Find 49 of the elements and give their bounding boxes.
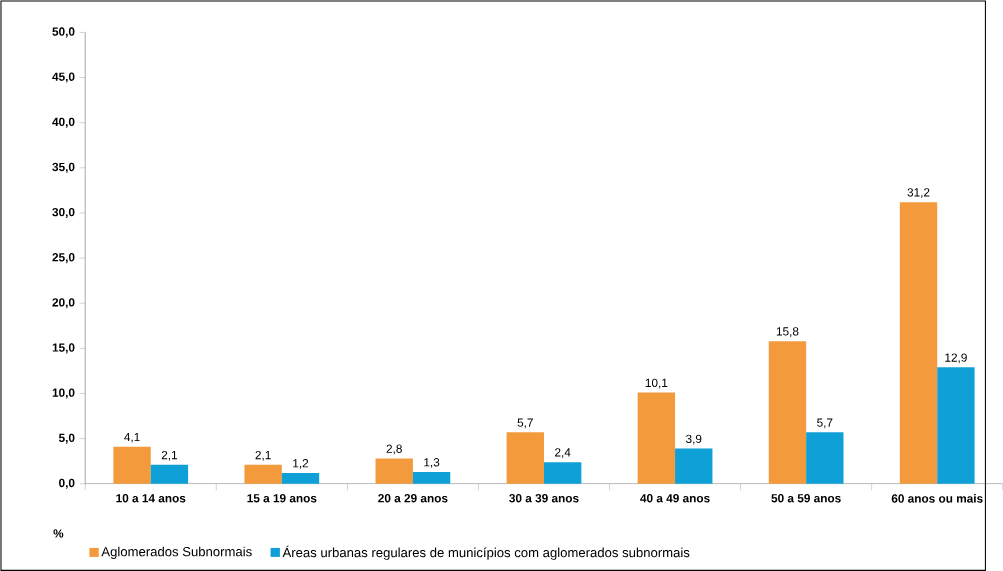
data-label: 5,7 [517,418,533,428]
legend-label: Aglomerados Subnormais [101,546,252,559]
data-label: 10,1 [645,378,668,389]
legend-label: Áreas urbanas regulares de municípios com aglomerados subnormais [282,545,690,560]
data-label: 1,2 [293,458,309,469]
x-tick-label: 40 a 49 anos [640,493,710,503]
y-axis-title: % [53,529,64,538]
y-tick-label: 10,0 [52,388,75,399]
bar [806,432,844,484]
data-label: 2,8 [386,444,402,455]
data-label: 4,1 [124,432,140,443]
y-tick-label: 45,0 [52,72,75,83]
bar [412,471,451,484]
bar [244,464,282,484]
bar [937,367,975,484]
y-tick-label: 20,0 [52,298,75,309]
y-tick-label: 50,0 [52,27,75,38]
bar [113,446,151,484]
data-label: 5,7 [817,418,833,428]
bar [506,432,544,484]
y-tick-label: 35,0 [52,162,75,173]
x-tick-label: 10 a 14 anos [116,493,186,503]
data-label: 15,8 [776,327,799,337]
x-tick-label: 30 a 39 anos [509,493,579,503]
bar [543,461,582,484]
data-label: 2,4 [555,448,571,458]
data-label: 2,1 [255,450,271,461]
y-tick-label: 25,0 [52,252,75,263]
bar [637,392,676,484]
bar [899,201,938,484]
data-label: 1,3 [424,457,440,468]
y-tick-label: 0,0 [59,478,75,489]
data-label: 2,1 [161,450,178,461]
x-tick-label: 50 a 59 anos [771,493,841,503]
data-label: 12,9 [945,353,967,363]
bar [768,340,807,484]
x-tick-label: 15 a 19 anos [247,493,317,503]
bar [675,448,713,484]
x-tick-label: 20 a 29 anos [378,493,448,503]
y-tick-label: 30,0 [52,207,75,218]
y-tick-label: 15,0 [52,343,75,354]
data-label: 31,2 [907,187,930,198]
x-tick-label: 60 anos ou mais [891,493,983,503]
bar [375,458,413,484]
y-tick-label: 40,0 [52,117,75,128]
y-tick-label: 5,0 [58,433,75,444]
bar [150,464,189,484]
bar [281,472,320,484]
data-label: 3,9 [685,434,702,445]
